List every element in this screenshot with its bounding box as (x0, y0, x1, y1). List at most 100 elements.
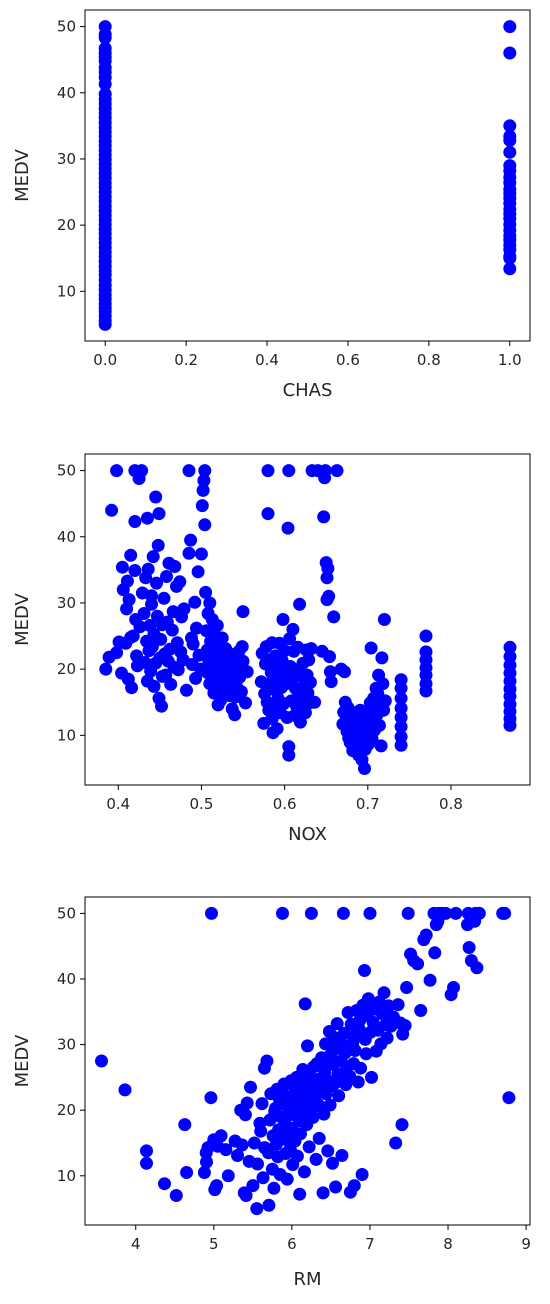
nox-point-18 (128, 515, 142, 528)
rm-point-156 (355, 1168, 369, 1181)
rm-point-13 (205, 906, 218, 920)
nox-point-68 (168, 560, 182, 573)
rm-point-163 (363, 906, 377, 920)
rm-point-149 (348, 1044, 362, 1057)
rm-point-117 (321, 1144, 335, 1158)
nox-plot-frame (84, 453, 531, 786)
nox-point-102 (203, 596, 217, 610)
rm-point-192 (419, 928, 433, 942)
nox-point-145 (236, 654, 250, 668)
nox-point-79 (182, 546, 196, 560)
rm-y-ticks: 10 20 30 40 50 (57, 904, 85, 1185)
chas-point-87 (503, 20, 517, 34)
rm-point-193 (423, 973, 437, 987)
nox-point-80 (184, 533, 198, 547)
chas-x-tick-label: 0.0 (93, 351, 117, 369)
nox-point-199 (293, 597, 307, 611)
rm-point-27 (239, 1189, 253, 1202)
rm-point-0 (95, 1054, 108, 1068)
rm-point-182 (395, 1118, 409, 1132)
chas-point-61 (98, 20, 112, 34)
nox-point-41 (146, 550, 160, 564)
nox-point-16 (125, 681, 139, 695)
nox-point-0 (99, 662, 113, 676)
chas-plot-frame (84, 9, 531, 342)
nox-point-14 (124, 548, 138, 562)
nox-point-26 (135, 464, 149, 478)
nox-point-2 (105, 503, 119, 517)
nox-point-209 (301, 686, 315, 700)
rm-point-36 (254, 1124, 268, 1138)
nox-point-224 (321, 562, 335, 575)
nox-point-65 (165, 623, 179, 637)
rm-plot-frame (84, 896, 531, 1226)
nox-point-210 (302, 653, 316, 667)
rm-point-5 (169, 1189, 183, 1202)
nox-point-19 (128, 564, 142, 577)
nox-points (99, 464, 517, 775)
nox-point-288 (394, 720, 408, 734)
nox-point-230 (330, 464, 344, 478)
rm-point-1 (118, 1083, 132, 1097)
rm-point-59 (276, 906, 289, 920)
nox-point-184 (282, 464, 296, 478)
nox-x-axis-label: NOX (288, 824, 327, 845)
nox-point-278 (375, 651, 389, 665)
nox-point-275 (372, 718, 386, 732)
rm-point-173 (377, 986, 391, 1000)
nox-point-147 (239, 696, 252, 710)
nox-point-120 (215, 631, 229, 645)
nox-point-56 (157, 591, 171, 605)
rm-point-189 (411, 957, 425, 971)
nox-point-285 (394, 691, 408, 705)
rm-point-185 (400, 981, 414, 994)
chas-point-82 (503, 145, 517, 159)
rm-point-155 (354, 1061, 368, 1075)
rm-point-8 (197, 1166, 211, 1179)
nox-point-287 (394, 711, 408, 724)
nox-point-279 (376, 677, 390, 691)
nox-point-157 (261, 464, 275, 478)
chas-x-tick-label: 1.0 (498, 351, 522, 369)
rm-point-90 (298, 997, 312, 1011)
nox-point-64 (164, 677, 178, 691)
chas-point-58 (98, 41, 112, 55)
nox-point-213 (304, 642, 318, 656)
rm-x-axis-label: RM (293, 1269, 321, 1290)
nox-point-93 (197, 474, 211, 487)
nox-point-25 (133, 620, 147, 634)
chart-nox: 0.4 0.5 0.6 0.7 0.8 10 20 30 40 50 NOX MEDV (12, 453, 531, 845)
chas-y-axis-label: MEDV (12, 148, 33, 201)
nox-point-229 (327, 610, 341, 624)
nox-point-77 (180, 683, 193, 697)
nox-point-78 (182, 464, 196, 478)
nox-point-191 (286, 622, 300, 636)
chas-y-tick-label: 20 (57, 216, 76, 234)
rm-x-tick-label: 4 (131, 1235, 141, 1253)
rm-point-82 (293, 1187, 307, 1201)
rm-point-152 (351, 1075, 365, 1089)
nox-point-113 (210, 619, 224, 632)
rm-point-89 (297, 1165, 311, 1179)
chas-y-tick-label: 10 (57, 282, 76, 300)
nox-point-84 (188, 595, 202, 609)
rm-point-16 (210, 1179, 224, 1193)
rm-x-ticks: 4 5 6 7 8 9 (131, 1225, 531, 1253)
nox-point-34 (141, 562, 155, 576)
rm-point-136 (336, 906, 350, 920)
nox-point-49 (152, 507, 166, 521)
nox-point-228 (324, 675, 338, 689)
chas-point-86 (503, 46, 517, 60)
rm-point-200 (439, 906, 453, 920)
rm-point-48 (267, 1181, 281, 1195)
nox-point-39 (145, 589, 158, 603)
rm-point-30 (244, 1080, 257, 1094)
rm-point-107 (312, 1131, 326, 1145)
chart-rm: 4 5 6 7 8 9 10 20 30 40 50 RM MEDV (12, 896, 531, 1290)
rm-point-129 (330, 1017, 344, 1031)
nox-y-ticks: 10 20 30 40 50 (57, 462, 85, 744)
nox-point-277 (374, 739, 388, 753)
nox-point-48 (151, 538, 165, 552)
nox-point-4 (110, 646, 124, 660)
